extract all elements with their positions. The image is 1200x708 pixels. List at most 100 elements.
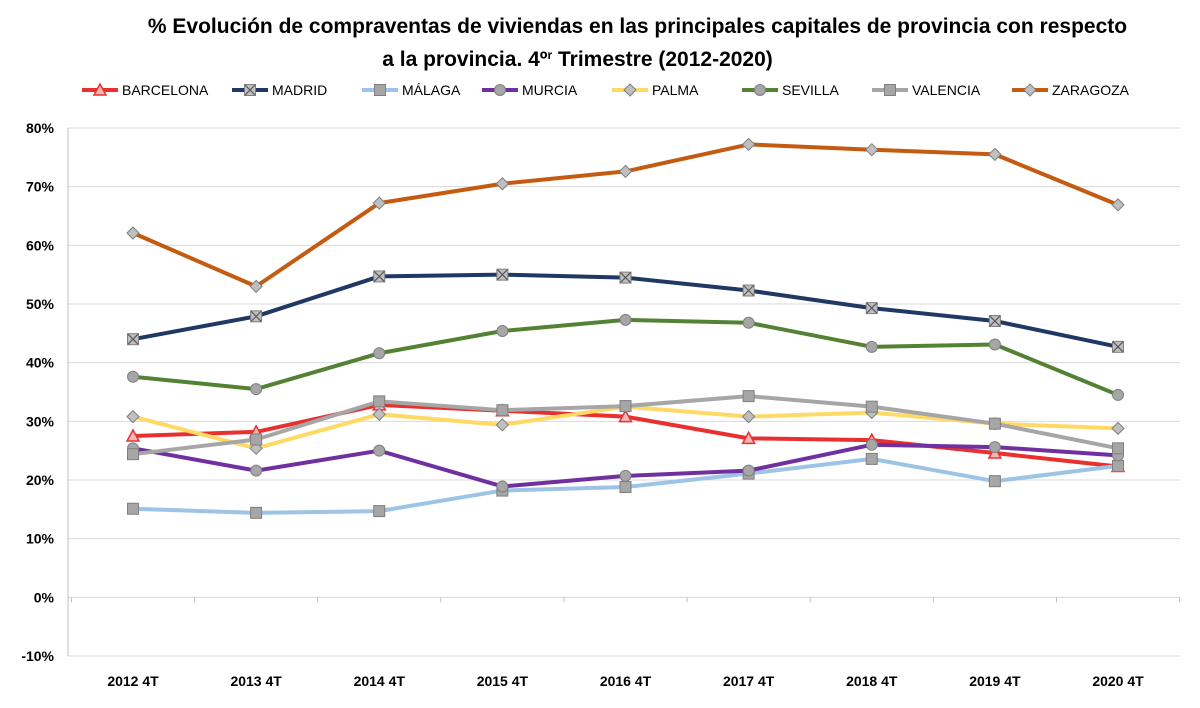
data-point-madrid-cross bbox=[743, 285, 755, 296]
data-point-madrid-cross bbox=[373, 271, 385, 282]
series-murcia bbox=[127, 438, 1124, 493]
data-point-sevilla bbox=[496, 324, 509, 337]
legend-marker bbox=[494, 84, 506, 96]
data-point-zaragoza bbox=[249, 279, 263, 294]
data-point-palma bbox=[495, 418, 510, 432]
data-point-valencia bbox=[988, 417, 1001, 430]
data-point-murcia bbox=[742, 464, 755, 477]
legend-marker bbox=[623, 83, 637, 97]
data-point-barcelona bbox=[741, 430, 756, 445]
x-tick-label: 2018 4T bbox=[846, 673, 898, 689]
data-point-sevilla bbox=[742, 316, 755, 329]
legend-label: SEVILLA bbox=[782, 82, 839, 98]
data-point-madrid-cross bbox=[1112, 341, 1124, 353]
data-point-madrid-cross bbox=[620, 272, 631, 284]
data-point-zaragoza bbox=[988, 147, 1002, 162]
x-tick-label: 2019 4T bbox=[969, 673, 1021, 689]
chart-title-line1: % Evolución de compraventas de viviendas… bbox=[147, 15, 1128, 38]
legend-label: ZARAGOZA bbox=[1052, 82, 1130, 98]
data-point-murcia bbox=[496, 480, 509, 493]
legend-swatch-madrid bbox=[232, 84, 268, 96]
series-zaragoza bbox=[126, 137, 1125, 294]
data-point-murcia bbox=[250, 464, 263, 477]
series-line-madrid bbox=[132, 272, 1119, 349]
x-tick-label: 2013 4T bbox=[230, 673, 282, 689]
legend-swatch-sevilla bbox=[742, 84, 778, 96]
data-point-valencia bbox=[127, 448, 139, 461]
legend-marker bbox=[374, 84, 386, 96]
data-point-sevilla bbox=[988, 338, 1001, 351]
legend-label: BARCELONA bbox=[122, 82, 209, 98]
x-tick-label: 2015 4T bbox=[477, 673, 529, 689]
data-point-palma bbox=[372, 407, 386, 422]
data-point-valencia bbox=[619, 400, 632, 413]
legend-swatch-palma bbox=[612, 83, 648, 97]
y-tick-label: -10% bbox=[21, 648, 54, 664]
data-point-murcia bbox=[619, 469, 632, 482]
legend-swatch-murcia bbox=[482, 84, 518, 96]
data-point-malaga bbox=[988, 475, 1001, 488]
y-tick-label: 80% bbox=[26, 120, 55, 136]
legend-marker bbox=[1023, 83, 1037, 97]
data-point-madrid-cross bbox=[127, 333, 139, 345]
data-point-zaragoza bbox=[865, 142, 879, 157]
data-point-palma bbox=[741, 409, 756, 424]
data-point-zaragoza bbox=[618, 164, 633, 179]
data-point-madrid-cross bbox=[866, 302, 878, 314]
x-tick-label: 2016 4T bbox=[600, 673, 652, 689]
data-point-palma bbox=[1111, 421, 1125, 436]
y-tick-label: 40% bbox=[26, 355, 55, 371]
data-point-zaragoza bbox=[1111, 198, 1125, 212]
data-point-sevilla bbox=[250, 383, 263, 396]
x-tick-label: 2020 4T bbox=[1092, 673, 1144, 689]
y-tick-label: 50% bbox=[26, 296, 55, 312]
data-point-malaga bbox=[127, 502, 139, 515]
data-point-murcia bbox=[988, 441, 1001, 454]
data-point-madrid-cross bbox=[250, 310, 262, 322]
series-malaga bbox=[127, 452, 1124, 519]
y-tick-label: 60% bbox=[26, 237, 55, 253]
legend-swatch-barcelona bbox=[82, 82, 118, 96]
y-tick-label: 0% bbox=[34, 589, 55, 605]
data-point-palma bbox=[126, 409, 140, 424]
series-sevilla bbox=[127, 313, 1124, 401]
y-tick-label: 30% bbox=[26, 413, 55, 429]
data-point-murcia bbox=[373, 444, 386, 457]
data-point-valencia bbox=[250, 433, 263, 446]
x-tick-label: 2014 4T bbox=[354, 673, 406, 689]
series-valencia bbox=[127, 390, 1124, 461]
chart-title-line2: a la provincia. 4ºr Trimestre (2012-2020… bbox=[382, 48, 773, 71]
data-point-valencia bbox=[373, 395, 386, 408]
data-point-valencia bbox=[496, 404, 509, 417]
data-point-sevilla bbox=[619, 313, 632, 326]
data-point-malaga bbox=[1112, 459, 1124, 472]
series-madrid bbox=[127, 268, 1124, 353]
legend-label: VALENCIA bbox=[912, 82, 981, 98]
x-tick-label: 2012 4T bbox=[107, 673, 159, 689]
legend-swatch-malaga bbox=[362, 84, 398, 96]
data-point-malaga bbox=[250, 506, 263, 519]
legend-marker bbox=[754, 84, 766, 96]
data-point-valencia bbox=[742, 390, 755, 403]
data-point-barcelona bbox=[618, 409, 633, 423]
y-tick-label: 10% bbox=[26, 531, 55, 547]
data-point-zaragoza bbox=[372, 196, 386, 210]
y-tick-label: 20% bbox=[26, 472, 55, 488]
legend-swatch-valencia bbox=[872, 84, 908, 96]
data-point-zaragoza bbox=[495, 177, 510, 191]
x-tick-label: 2017 4T bbox=[723, 673, 775, 689]
data-point-malaga bbox=[865, 452, 878, 465]
data-point-sevilla bbox=[865, 340, 878, 353]
legend-label: PALMA bbox=[652, 82, 699, 98]
data-point-sevilla bbox=[127, 370, 139, 383]
data-point-zaragoza bbox=[126, 226, 140, 240]
data-point-barcelona bbox=[125, 428, 141, 442]
data-point-valencia bbox=[865, 400, 878, 413]
legend-label: MADRID bbox=[272, 82, 328, 98]
chart-title: % Evolución de compraventas de viviendas… bbox=[0, 12, 1200, 74]
legend-label: MURCIA bbox=[522, 82, 578, 98]
y-tick-label: 70% bbox=[26, 179, 55, 195]
legend-marker-cross bbox=[244, 84, 256, 96]
data-point-zaragoza bbox=[741, 137, 756, 152]
